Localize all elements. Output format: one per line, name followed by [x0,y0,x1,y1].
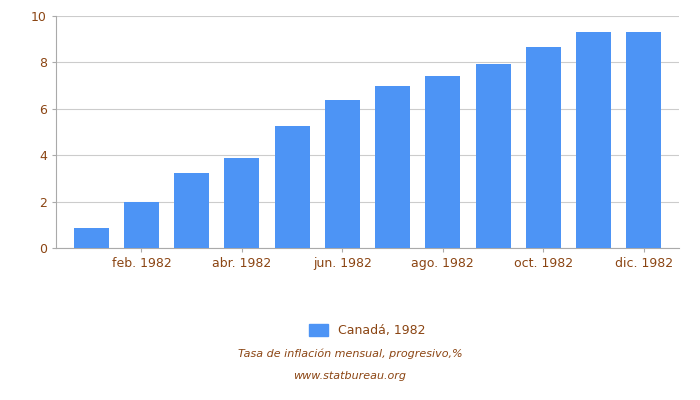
Bar [174,173,209,248]
Bar [576,32,611,248]
Text: Tasa de inflación mensual, progresivo,%: Tasa de inflación mensual, progresivo,% [238,349,462,359]
Bar [224,158,260,248]
Bar [626,32,662,248]
Bar [526,47,561,248]
Bar [74,228,108,248]
Bar [274,126,309,248]
Legend: Canadá, 1982: Canadá, 1982 [304,319,430,342]
Text: www.statbureau.org: www.statbureau.org [293,371,407,381]
Bar [375,86,410,248]
Bar [475,64,511,248]
Bar [325,100,360,248]
Bar [124,202,159,248]
Bar [426,76,461,248]
